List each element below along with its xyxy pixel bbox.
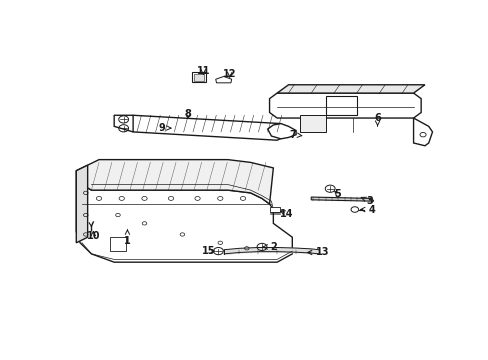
Polygon shape (114, 115, 133, 132)
Text: 15: 15 (202, 246, 215, 256)
Text: 3: 3 (361, 196, 373, 206)
Polygon shape (311, 197, 373, 201)
Polygon shape (413, 118, 432, 146)
Bar (110, 237, 126, 251)
Bar (326, 96, 356, 115)
Polygon shape (267, 123, 296, 139)
Polygon shape (269, 93, 420, 118)
Polygon shape (125, 115, 288, 140)
Polygon shape (76, 171, 292, 262)
Text: 2: 2 (263, 242, 276, 252)
Text: 1: 1 (124, 230, 131, 246)
Bar (191, 72, 206, 82)
Text: 12: 12 (223, 69, 236, 79)
Text: 13: 13 (307, 247, 329, 257)
Polygon shape (277, 85, 424, 93)
Bar (193, 74, 204, 81)
Text: 10: 10 (86, 231, 100, 241)
Text: 6: 6 (373, 113, 380, 126)
Polygon shape (76, 165, 87, 243)
Bar (270, 207, 280, 212)
Text: 14: 14 (279, 209, 293, 219)
Text: 9: 9 (158, 123, 171, 133)
Text: 8: 8 (184, 109, 191, 119)
Text: 5: 5 (334, 189, 341, 199)
Polygon shape (215, 76, 231, 83)
Text: 4: 4 (360, 204, 374, 215)
Polygon shape (299, 115, 326, 132)
Text: 7: 7 (288, 130, 301, 140)
Text: 11: 11 (196, 66, 209, 76)
Polygon shape (76, 159, 273, 204)
